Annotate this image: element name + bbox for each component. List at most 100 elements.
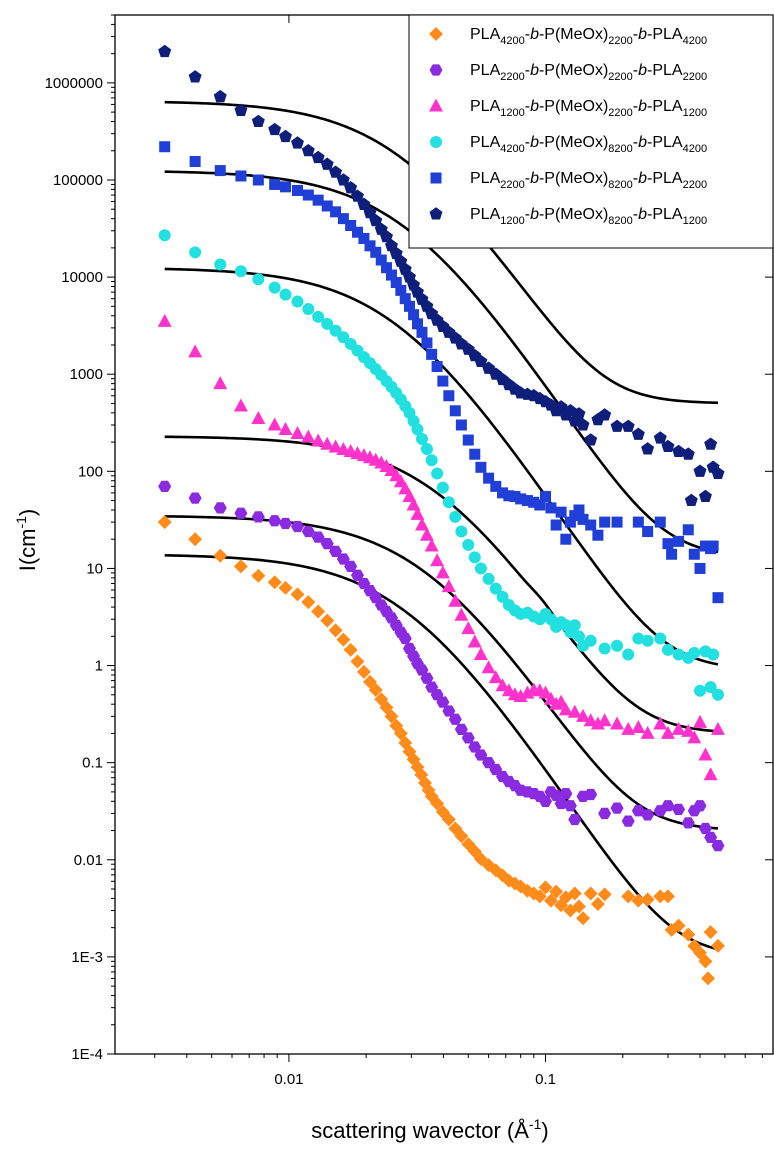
data-point xyxy=(430,553,445,567)
data-point xyxy=(455,525,468,538)
data-point xyxy=(681,723,696,737)
data-point xyxy=(441,812,456,827)
legend-item-5: PLA2200-b-P(MeOx)8200-b-PLA2200 xyxy=(430,170,707,191)
data-point xyxy=(568,619,581,632)
data-point xyxy=(543,893,558,908)
data-point xyxy=(302,302,315,315)
data-point xyxy=(311,604,326,619)
data-point xyxy=(188,532,203,547)
data-point xyxy=(576,418,590,431)
legend-label-part: -PLA xyxy=(647,170,683,187)
legend-label-part: - xyxy=(525,62,530,79)
data-point xyxy=(495,678,510,692)
data-point xyxy=(621,721,636,735)
data-point xyxy=(424,538,439,552)
data-point xyxy=(385,269,397,281)
data-point xyxy=(363,205,377,219)
data-point xyxy=(550,519,562,531)
data-point xyxy=(311,531,325,543)
data-point xyxy=(704,681,717,694)
data-point xyxy=(461,732,475,744)
legend-label-part: b xyxy=(638,98,647,115)
data-point xyxy=(469,448,481,460)
data-point xyxy=(368,683,383,698)
data-point xyxy=(576,708,591,722)
data-point xyxy=(344,181,358,194)
data-point xyxy=(213,89,227,103)
legend-label-part: 2200 xyxy=(608,71,632,83)
data-point xyxy=(251,114,265,128)
data-point xyxy=(291,520,304,533)
x-axis-title-tail: ) xyxy=(541,1118,548,1143)
data-point xyxy=(673,535,685,547)
data-point xyxy=(698,489,712,503)
data-point xyxy=(694,684,707,697)
data-point xyxy=(534,499,546,511)
data-point xyxy=(515,493,527,505)
legend-label: PLA1200-b-P(MeOx)8200-b-PLA1200 xyxy=(470,206,707,227)
data-point xyxy=(513,689,528,703)
data-point xyxy=(269,178,281,190)
data-point xyxy=(672,803,686,816)
data-point xyxy=(321,200,333,212)
data-point xyxy=(599,516,611,528)
data-point xyxy=(234,507,248,519)
data-point xyxy=(251,511,265,523)
y-axis-title: I(cm-1) xyxy=(13,509,40,572)
data-point xyxy=(410,506,425,520)
data-point xyxy=(621,815,635,827)
data-point xyxy=(631,720,646,734)
legend-label-part: - xyxy=(525,26,530,43)
legend-label-part: b xyxy=(530,26,539,43)
data-point xyxy=(436,696,450,708)
data-point xyxy=(311,433,326,447)
data-point xyxy=(474,354,488,368)
data-point xyxy=(462,538,475,551)
data-point xyxy=(704,437,718,450)
data-point xyxy=(390,276,402,288)
data-point xyxy=(698,954,713,969)
data-point xyxy=(671,918,686,933)
data-point xyxy=(598,408,612,421)
data-point xyxy=(290,426,305,440)
data-point xyxy=(481,660,496,674)
data-point xyxy=(252,174,264,186)
data-point xyxy=(564,516,576,528)
data-point xyxy=(435,565,450,579)
y-tick-label: 10 xyxy=(86,560,103,577)
data-point xyxy=(703,767,718,781)
legend-label-part: -P(MeOx) xyxy=(539,170,608,187)
x-axis-title: scattering wavector (Å-1) xyxy=(311,1116,548,1143)
legend-label-part: b xyxy=(638,206,647,223)
data-point xyxy=(654,516,666,528)
data-point xyxy=(356,664,371,679)
data-point xyxy=(684,493,698,507)
data-point xyxy=(661,800,675,812)
data-point xyxy=(213,502,227,514)
y-tick-label: 1000 xyxy=(70,366,103,383)
data-points xyxy=(157,44,725,986)
data-point xyxy=(336,173,350,186)
legend-label-part: PLA xyxy=(470,26,501,43)
legend: PLA4200-b-P(MeOx)2200-b-PLA4200PLA2200-b… xyxy=(408,14,774,249)
series-2 xyxy=(158,480,725,852)
legend-label-part: 8200 xyxy=(608,215,632,227)
data-point xyxy=(640,892,655,907)
data-point xyxy=(474,749,488,761)
data-point xyxy=(344,560,358,573)
data-point xyxy=(545,502,557,514)
data-point xyxy=(431,361,443,373)
data-point xyxy=(482,572,495,585)
data-point xyxy=(213,376,228,390)
data-point xyxy=(483,472,495,484)
data-point xyxy=(571,899,586,914)
data-point xyxy=(233,559,248,574)
legend-label-part: -PLA xyxy=(647,98,683,115)
data-point xyxy=(330,206,342,218)
data-point xyxy=(710,721,725,735)
data-point xyxy=(631,893,646,908)
data-point xyxy=(585,519,597,531)
data-point xyxy=(563,800,577,812)
data-point xyxy=(301,143,315,157)
data-point xyxy=(710,938,725,953)
